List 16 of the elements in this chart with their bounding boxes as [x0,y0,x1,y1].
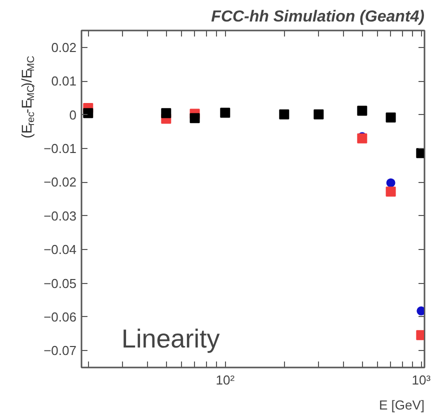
y-tick-label: −0.06 [44,309,77,324]
y-tick-label: −0.01 [44,140,77,156]
y-tick-label: 0 [69,107,77,122]
x-axis-title: E [GeV] [378,398,425,412]
y-tick-label: −0.05 [44,276,77,291]
chart-title: FCC-hh Simulation (Geant4) [211,8,424,26]
y-tick-label: 0.01 [51,74,77,89]
y-tick-label: −0.04 [44,242,77,258]
y-axis-title: (Erec-EMC)/EMC [18,56,37,138]
y-tick-label: 0.02 [51,40,77,55]
x-tick-label: 10² [216,372,236,388]
y-tick-label: −0.03 [44,208,77,224]
y-tick-label: −0.02 [44,174,77,190]
x-tick-label: 10³ [412,372,432,388]
y-tick-label: −0.07 [44,343,77,358]
annotation: Linearity [122,324,220,354]
